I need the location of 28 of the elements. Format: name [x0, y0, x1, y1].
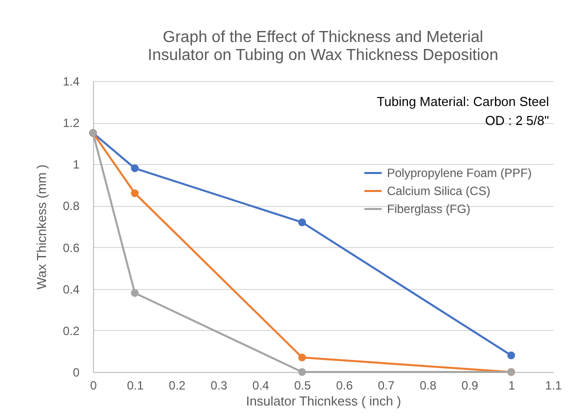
x-tick-label: 0.3: [210, 378, 228, 392]
annotation: OD : 2 5/8": [485, 113, 550, 128]
legend-label: Polypropylene Foam (PPF): [387, 166, 532, 180]
y-tick-label: 1.4: [62, 74, 80, 88]
x-tick-label: 0: [90, 378, 98, 392]
y-axis-title: Wax Thicnkess (mm ): [34, 164, 49, 290]
annotation: Tubing Material: Carbon Steel: [376, 94, 550, 109]
y-tick-label: 0.4: [62, 282, 80, 296]
legend-label: Fiberglass (FG): [387, 202, 470, 216]
y-tick-label: 0: [72, 366, 80, 380]
x-tick-label: 0.1: [126, 378, 144, 392]
x-tick-label: 0.2: [168, 378, 186, 392]
x-tick-label: 1: [508, 378, 516, 392]
y-tick-label: 1.2: [62, 116, 80, 130]
x-tick-label: 0.8: [420, 378, 437, 392]
y-tick-label: 0.6: [62, 240, 80, 255]
chart-title: Graph of the Effect of Thickness and Meterial Insulator on Tubing on Wax Thickness Deposition: [148, 29, 498, 64]
y-tick-label: 0.8: [62, 199, 80, 214]
x-tick-label: 0.9: [462, 378, 479, 392]
x-axis-title: Insulator Thicnkess ( inch ): [246, 394, 402, 408]
legend-label: Calcium Silica (CS): [387, 184, 490, 198]
x-tick-label: 0.4: [252, 378, 270, 392]
x-tick-label: 0.6: [336, 378, 354, 392]
y-tick-label: 0.2: [62, 324, 80, 338]
x-tick-label: 1.1: [545, 378, 562, 392]
x-tick-label: 0.5: [294, 378, 312, 392]
x-tick-label: 0.7: [378, 378, 395, 392]
y-tick-label: 1: [72, 158, 80, 172]
